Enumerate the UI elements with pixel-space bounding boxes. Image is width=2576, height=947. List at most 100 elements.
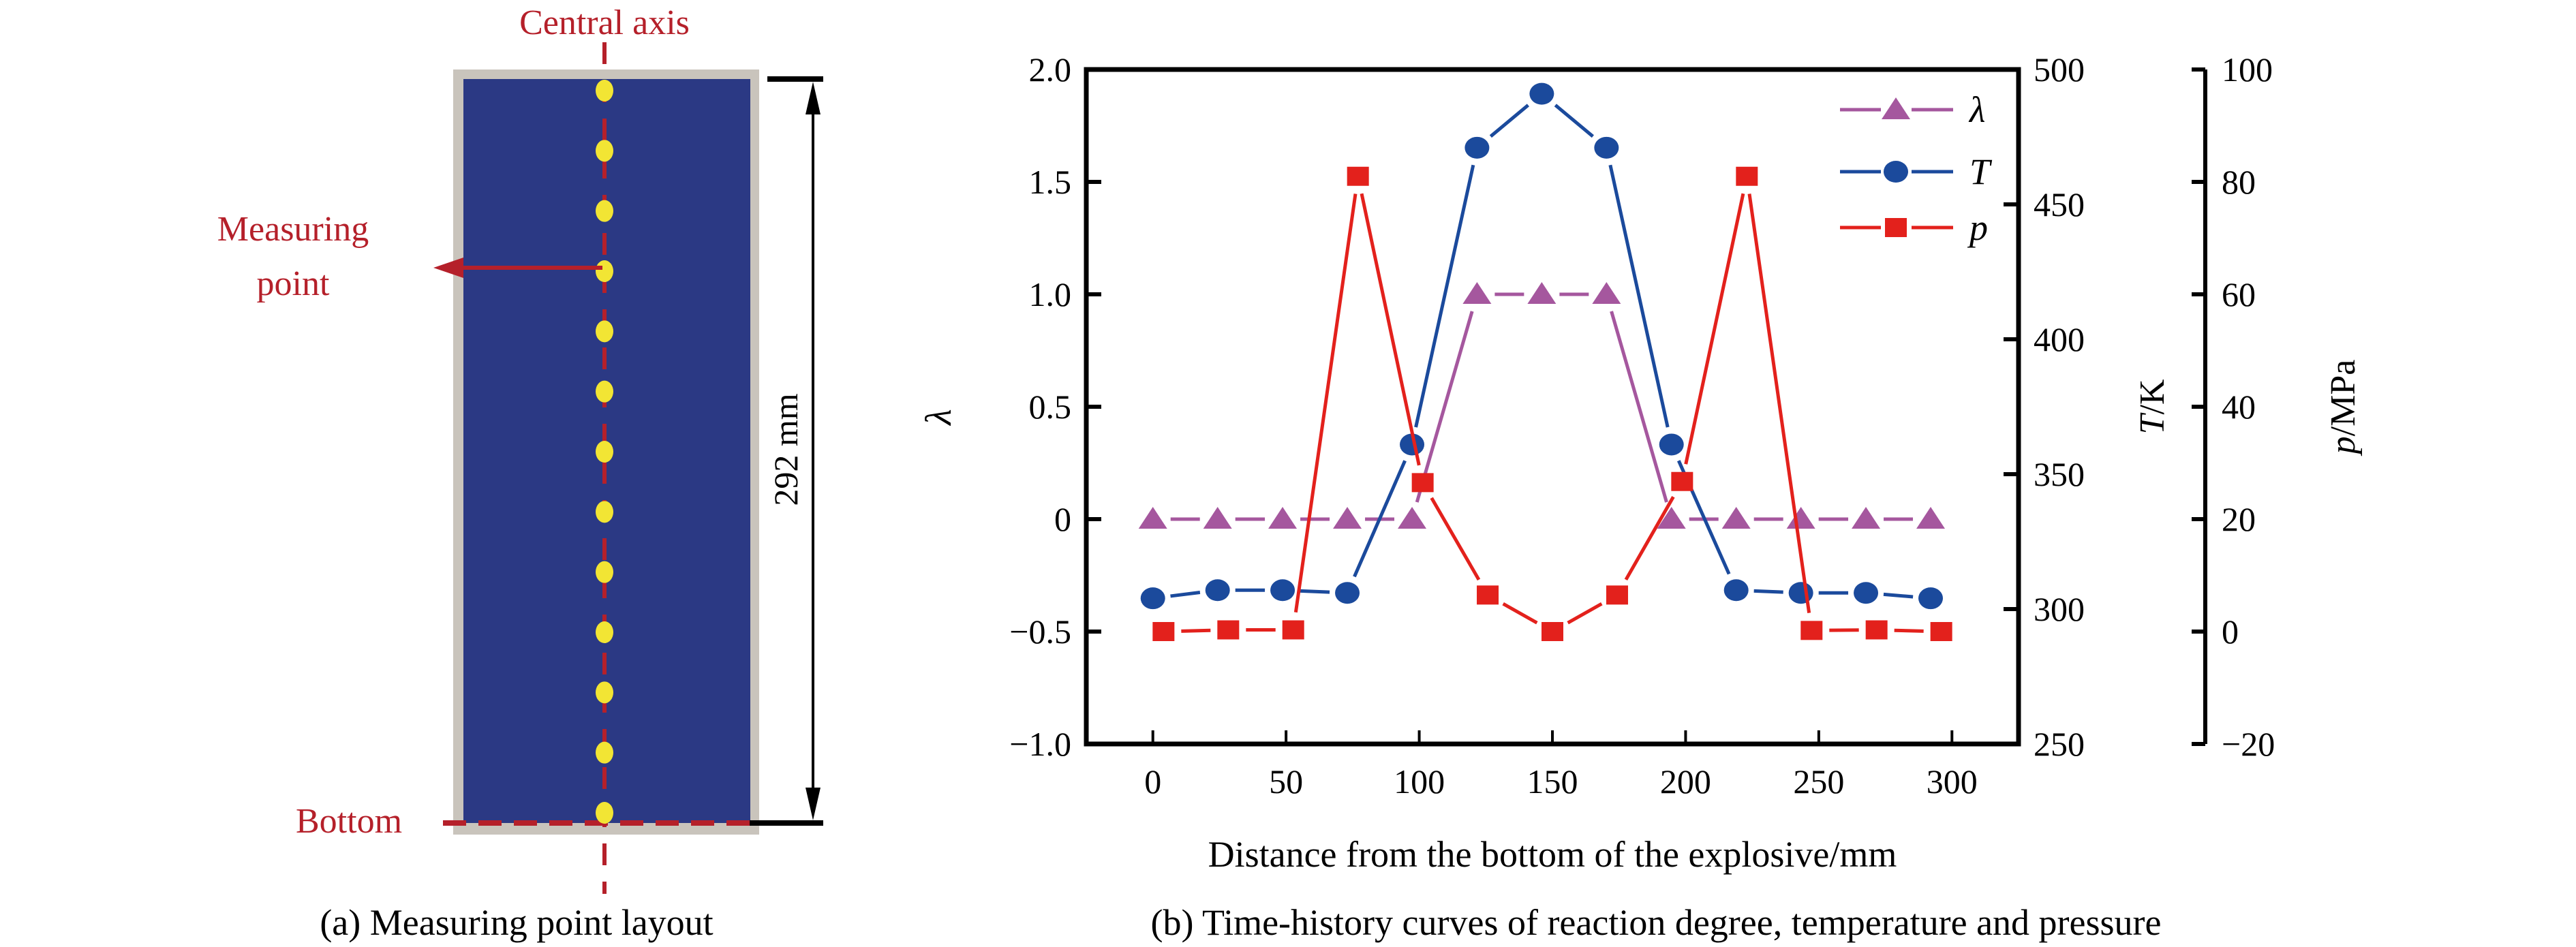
data-point-pressure (1282, 620, 1304, 640)
dimension-label: 292 mm (767, 393, 805, 506)
measuring-point (596, 260, 613, 282)
series-temperature (1140, 82, 1944, 610)
legend-label: T (1969, 151, 1993, 192)
data-point-temperature (1723, 579, 1749, 602)
series-line-segment (1624, 496, 1675, 581)
data-point-lambda (1203, 507, 1232, 529)
data-point-pressure (1542, 622, 1563, 641)
legend-entry-lambda: λ (1840, 89, 1985, 130)
y-tick-label-lambda: 0 (1054, 500, 1071, 538)
measuring-point (596, 380, 613, 403)
y-tick-label-pressure: 0 (2222, 612, 2239, 651)
measuring-point (596, 200, 613, 222)
data-point-temperature (1140, 587, 1165, 610)
measuring-point (596, 621, 613, 643)
series-line-segment (1684, 193, 1745, 465)
temperature-symbol: T (2133, 412, 2172, 434)
y-tick-label-lambda: −0.5 (1009, 612, 1071, 651)
pressure-symbol: p (2324, 436, 2363, 456)
series-line-segment (1502, 602, 1538, 625)
measuring-point-label-line2: point (257, 264, 330, 303)
x-tick-label: 100 (1394, 762, 1445, 801)
data-point-temperature (1594, 136, 1619, 159)
legend-label: p (1967, 207, 1988, 248)
measuring-point (596, 561, 613, 583)
data-point-lambda (1657, 507, 1686, 529)
x-tick-label: 150 (1527, 762, 1578, 801)
measuring-point (596, 320, 613, 343)
measuring-point (596, 140, 613, 162)
y-tick-label-temperature: 500 (2034, 50, 2085, 89)
x-tick-label: 200 (1660, 762, 1711, 801)
y-tick-label-pressure: 80 (2222, 163, 2256, 201)
y-tick-label-pressure: −20 (2222, 725, 2275, 763)
y-tick-label-temperature: 350 (2034, 455, 2085, 493)
measuring-point (596, 802, 613, 824)
data-point-pressure (1865, 620, 1888, 640)
series-line-segment (1753, 589, 1783, 594)
data-point-lambda (1916, 507, 1946, 529)
y-tick-label-lambda: −1.0 (1009, 725, 1071, 763)
series-line-segment (1170, 591, 1201, 598)
central-axis-label: Central axis (519, 3, 690, 42)
y-axis-label-lambda: λ (918, 409, 959, 426)
y-tick-label-temperature: 450 (2034, 185, 2085, 223)
series-line-segment (1430, 497, 1481, 581)
data-point-temperature (1270, 579, 1295, 602)
panel-b-caption: (b) Time-history curves of reaction degr… (1151, 902, 2162, 943)
data-point-temperature (1529, 82, 1554, 105)
legend: λTp (1840, 89, 1993, 248)
legend-entry-pressure: p (1840, 207, 1988, 248)
legend-marker-temperature (1884, 161, 1908, 183)
panel-a-measuring-point-layout: 292 mm Central axis Measuring point Bott… (217, 3, 823, 943)
data-point-pressure (1411, 473, 1434, 493)
data-point-pressure (1477, 585, 1499, 605)
data-point-lambda (1138, 507, 1167, 529)
data-point-temperature (1659, 433, 1684, 456)
measuring-point (596, 741, 613, 764)
data-point-lambda (1527, 282, 1557, 304)
series-line-segment (1747, 193, 1811, 613)
series-line-segment (1489, 104, 1529, 138)
legend-entry-temperature: T (1840, 151, 1993, 192)
data-point-temperature (1465, 136, 1490, 159)
data-point-pressure (1217, 620, 1240, 640)
data-point-pressure (1930, 622, 1952, 641)
series-line-segment (1181, 628, 1211, 633)
series-line-segment (1300, 589, 1330, 594)
y-axis-label-temperature: T/K (2133, 379, 2172, 434)
y-tick-label-lambda: 2.0 (1029, 50, 1072, 89)
series-line-segment (1353, 460, 1407, 578)
temperature-unit: /K (2133, 379, 2172, 414)
data-point-pressure (1347, 166, 1369, 186)
series-line-segment (1293, 193, 1358, 613)
measuring-point (596, 501, 613, 523)
y-tick-label-pressure: 40 (2222, 388, 2256, 426)
y-tick-label-temperature: 400 (2034, 320, 2085, 358)
arrow-head-icon (433, 258, 463, 278)
y-tick-label-lambda: 0.5 (1029, 388, 1072, 426)
data-point-temperature (1400, 433, 1425, 456)
series-layer (1138, 82, 1952, 641)
data-point-pressure (1671, 471, 1693, 491)
x-tick-label: 50 (1269, 762, 1303, 801)
data-point-lambda (1592, 282, 1621, 304)
data-point-temperature (1918, 587, 1944, 610)
y-tick-label-temperature: 300 (2034, 590, 2085, 628)
y-tick-label-lambda: 1.5 (1029, 163, 1072, 201)
panel-a-caption: (a) Measuring point layout (320, 902, 713, 943)
data-point-pressure (1736, 166, 1758, 186)
y-tick-label-pressure: 60 (2222, 275, 2256, 313)
series-line-segment (1894, 628, 1924, 633)
data-point-lambda (1462, 282, 1492, 304)
measuring-point (596, 681, 613, 704)
data-point-lambda (1786, 507, 1815, 529)
data-point-temperature (1788, 582, 1813, 604)
measuring-point (596, 441, 613, 463)
data-point-temperature (1335, 582, 1360, 604)
data-point-pressure (1152, 622, 1175, 641)
panel-b-chart: 0 50 100 150 200 250 300−1.0−0.500.51.01.52.02… (918, 50, 2363, 943)
measuring-point (596, 80, 613, 102)
data-point-lambda (1268, 507, 1298, 529)
series-lambda (1138, 282, 1946, 529)
